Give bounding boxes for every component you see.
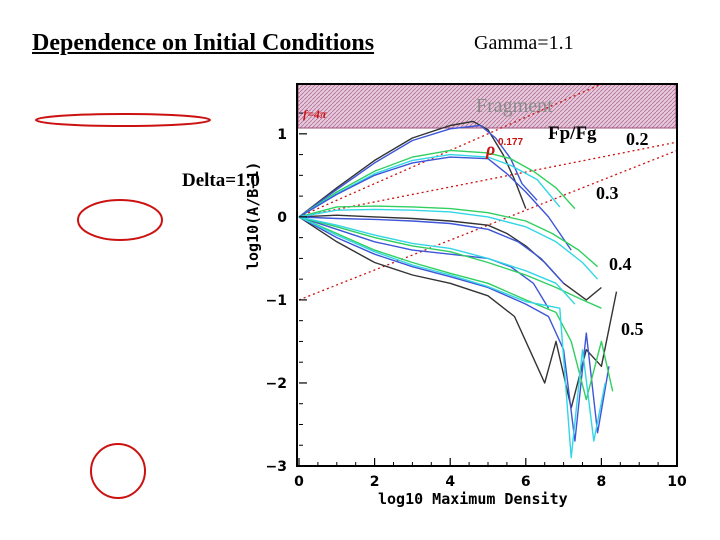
- ratio-label: 0.5: [621, 319, 644, 339]
- rho-annotation: ρ: [485, 139, 495, 159]
- reference-line: [298, 141, 677, 218]
- series-line-0.4: [298, 216, 602, 309]
- series-line-0.2: [298, 149, 576, 218]
- x-tick-label: 8: [597, 474, 607, 490]
- delta-label: Delta=1.0: [182, 170, 260, 191]
- ratio-label: 0.4: [609, 254, 632, 274]
- x-tick-label: 6: [521, 474, 531, 490]
- series-line-0.3: [298, 216, 565, 284]
- series-lines: [298, 120, 618, 459]
- series-line-0.4: [298, 216, 550, 309]
- y-tick-label: 0: [277, 210, 287, 226]
- series-line-0.2: [298, 120, 527, 218]
- flat-ellipse-shape: [35, 113, 211, 127]
- y-tick-label: −3: [266, 459, 287, 475]
- ratio-label: 0.2: [626, 129, 649, 149]
- y-tick-label: −1: [266, 293, 287, 309]
- series-line-0.5: [298, 216, 606, 459]
- series-line-0.2: [298, 156, 572, 251]
- series-line-0.2: [298, 124, 538, 218]
- series-line-0.5: [298, 216, 610, 442]
- series-line-0.2: [298, 153, 561, 218]
- ratio-label: 0.3: [596, 183, 619, 203]
- f-annotation: f=4π: [303, 107, 327, 121]
- medium-ellipse-shape: [77, 199, 163, 241]
- series-line-0.3: [298, 208, 599, 280]
- circle-shape: [90, 443, 146, 499]
- series-line-0.3: [298, 214, 602, 301]
- y-axis-label: log10(A/B−1): [244, 161, 262, 270]
- series-line-0.3: [298, 205, 599, 268]
- x-tick-label: 4: [445, 474, 455, 490]
- x-axis-label: log10 Maximum Density: [378, 490, 568, 508]
- plot-frame: [296, 83, 678, 467]
- x-tick-label: 0: [294, 474, 304, 490]
- x-tick-label: 10: [667, 474, 687, 490]
- fpfg-label: Fp/Fg: [548, 123, 597, 144]
- x-tick-label: 2: [370, 474, 380, 490]
- fragment-label: Fragment: [476, 95, 553, 117]
- gamma-label: Gamma=1.1: [474, 32, 574, 54]
- y-tick-label: 1: [277, 127, 287, 143]
- y-tick-label: −2: [266, 376, 287, 392]
- series-line-0.4: [298, 216, 576, 305]
- rho-exponent: 0.177: [498, 137, 523, 148]
- slide-title: Dependence on Initial Conditions: [32, 30, 375, 56]
- series-line-0.5: [298, 216, 614, 401]
